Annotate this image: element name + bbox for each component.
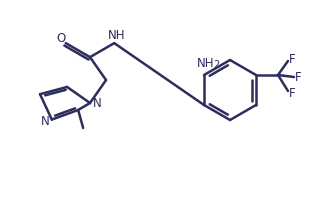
Text: N: N bbox=[93, 96, 101, 109]
Text: NH: NH bbox=[107, 29, 125, 42]
Text: F: F bbox=[289, 52, 295, 66]
Text: N: N bbox=[40, 115, 49, 128]
Text: O: O bbox=[56, 32, 65, 45]
Text: 2: 2 bbox=[213, 60, 219, 70]
Text: F: F bbox=[295, 70, 301, 84]
Text: F: F bbox=[289, 87, 295, 100]
Text: NH: NH bbox=[197, 56, 215, 69]
